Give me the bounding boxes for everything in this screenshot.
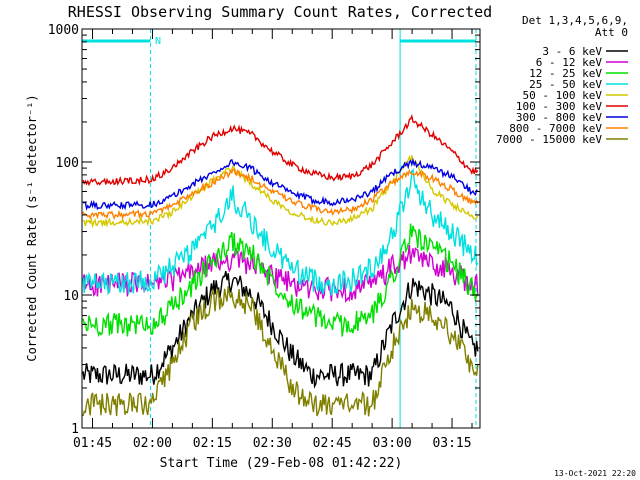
x-tick-label: 02:30 [253,436,292,451]
x-tick-label: 02:15 [193,436,232,451]
y-tick-label: 1 [71,422,79,437]
x-tick-label: 01:45 [73,436,112,451]
series-line-4 [82,168,479,296]
y-axis-label: Corrected Count Rate (s⁻¹ detector⁻¹) [25,94,39,361]
legend-label: 100 - 300 keV [516,100,602,113]
y-tick-label: 10 [63,289,79,304]
series-line-8 [82,168,479,221]
y-tick-label: 100 [56,156,79,171]
legend-label: 800 - 7000 keV [509,122,602,135]
legend-label: 300 - 800 keV [516,111,602,124]
series-line-6 [82,113,479,187]
plot-frame [81,28,481,429]
series-line-7 [82,157,479,211]
x-tick-label: 03:15 [432,436,471,451]
x-axis-label: Start Time (29-Feb-08 01:42:22) [160,456,403,471]
series-line-1 [82,270,479,389]
data-series [82,113,479,417]
legend-header-line: Det 1,3,4,5,6,9, [522,14,628,27]
series-line-3 [82,223,479,338]
x-tick-label: 02:00 [133,436,172,451]
legend-label: 3 - 6 keV [542,45,602,58]
series-line-9 [82,285,479,417]
legend-label: 50 - 100 keV [523,89,603,102]
chart-title: RHESSI Observing Summary Count Rates, Co… [68,3,492,21]
flag-label: N [155,36,161,47]
series-line-5 [82,154,479,229]
x-tick-label: 02:45 [313,436,352,451]
y-axis: 1 10 100 1000 [48,23,480,437]
legend-label: 25 - 50 keV [529,78,602,91]
legend-label: 6 - 12 keV [536,56,603,69]
legend-label: 7000 - 15000 keV [496,133,602,146]
footer-timestamp: 13-Oct-2021 22:20 [554,469,636,478]
y-tick-label: 1000 [48,23,79,38]
x-axis: 01:45 02:00 02:15 02:30 02:45 03:00 03:15 [73,29,473,451]
legend-header-line: Att 0 [595,26,628,39]
x-tick-label: 03:00 [373,436,412,451]
legend-label: 12 - 25 keV [529,67,602,80]
